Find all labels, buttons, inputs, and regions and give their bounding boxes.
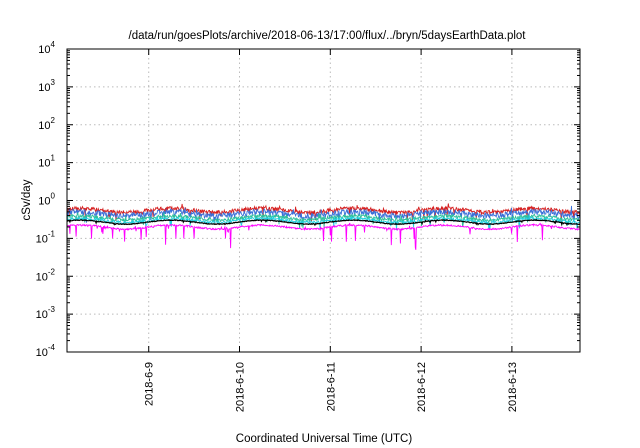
x-tick-label: 2018-6-11 <box>325 362 337 411</box>
y-tick-label: 103 <box>38 78 55 94</box>
x-tick-label: 2018-6-12 <box>416 362 428 412</box>
y-tick-label: 10-3 <box>36 305 56 321</box>
y-axis: 10-4 10-3 10-2 10-1 100 101 102 103 104 <box>36 40 580 359</box>
y-tick-label: 101 <box>38 154 55 170</box>
x-tick-label: 2018-6-9 <box>144 362 156 406</box>
x-axis-label: Coordinated Universal Time (UTC) <box>236 433 413 445</box>
series-line <box>66 205 581 224</box>
grid-lines <box>67 49 580 352</box>
y-tick-label: 10-1 <box>36 229 56 245</box>
chart-title: /data/run/goesPlots/archive/2018-06-13/1… <box>129 30 527 42</box>
series-line <box>66 215 580 231</box>
series-line <box>66 222 581 250</box>
x-axis: 2018-6-9 2018-6-10 2018-6-11 2018-6-12 2018-… <box>144 49 519 412</box>
x-tick-label: 2018-6-10 <box>235 362 247 412</box>
series-line <box>66 218 581 227</box>
y-tick-label: 10-2 <box>36 267 56 283</box>
y-tick-label: 100 <box>38 192 55 208</box>
x-tick-label: 2018-6-13 <box>507 362 519 412</box>
y-tick-label: 10-4 <box>36 343 56 359</box>
y-axis-label: cSv/day <box>21 179 33 220</box>
series-line <box>66 212 581 229</box>
y-tick-label: 104 <box>38 40 55 56</box>
series-lines <box>66 203 581 250</box>
y-tick-label: 102 <box>38 116 55 132</box>
